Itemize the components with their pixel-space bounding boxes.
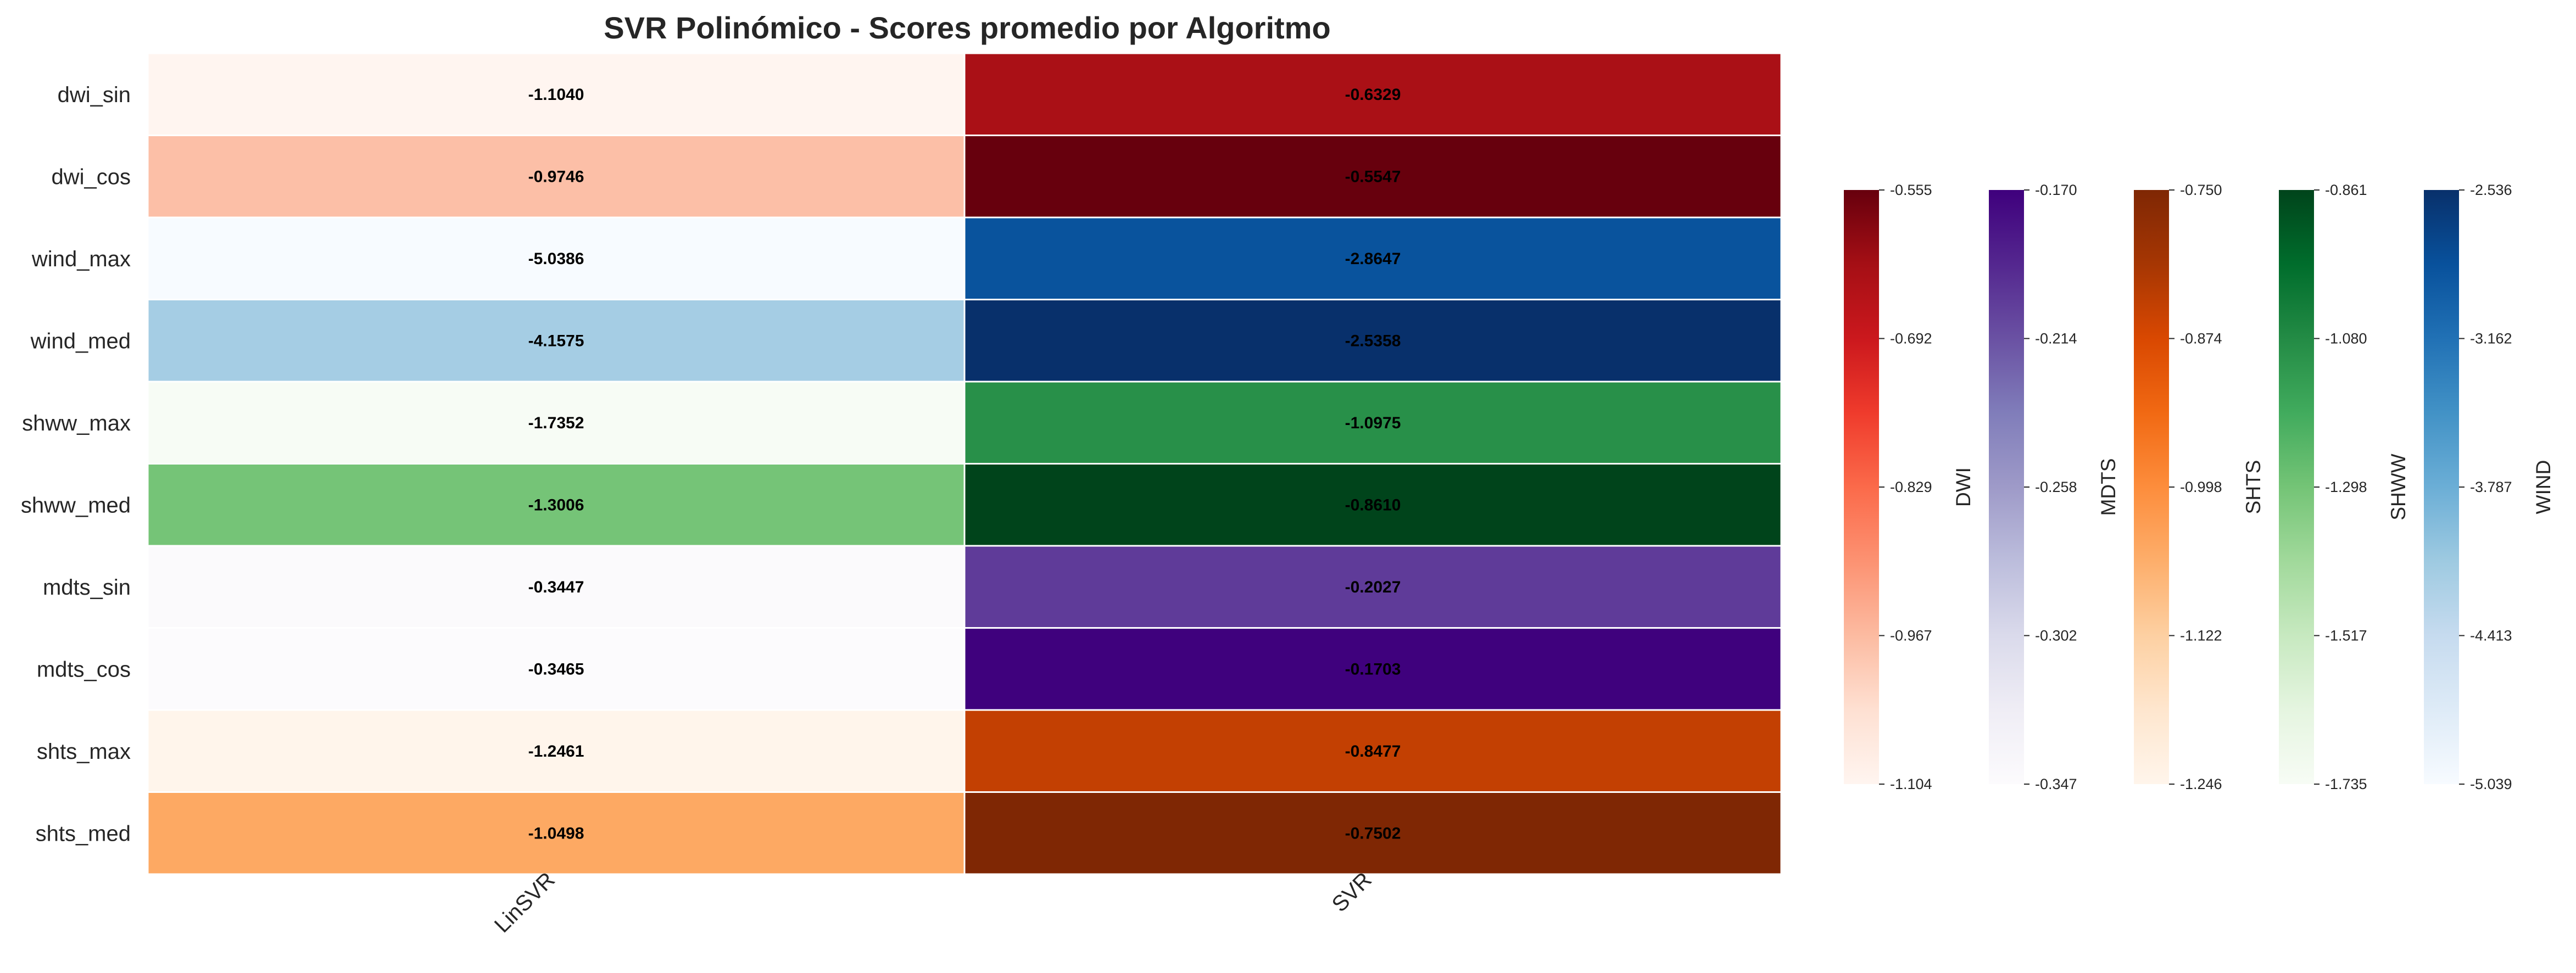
colorbar-tick-label: -2.536	[2470, 182, 2512, 198]
colorbar-tick-label: -1.122	[2180, 628, 2222, 644]
row-label-shts_max: shts_max	[37, 740, 131, 764]
colorbar-tick-label: -0.998	[2180, 479, 2222, 495]
colorbar-tick-label: -0.874	[2180, 331, 2222, 347]
colorbar-gradient	[1844, 190, 1879, 784]
colorbar-tick-label: -0.555	[1890, 182, 1932, 198]
row-label-wind_max: wind_max	[31, 247, 131, 271]
heatmap-cell-shww_max-svr	[963, 381, 1782, 465]
column-labels: LinSVR SVR	[490, 868, 1376, 937]
colorbar-shts: -0.750 -0.874 -0.998 -1.122 -1.246 SHTS	[2134, 182, 2265, 792]
colorbars: -0.555-0.692-0.829-0.967-1.104DWI-0.170-…	[1844, 182, 2555, 792]
cell-value-label: -1.3006	[528, 496, 584, 514]
row-label-mdts_sin: mdts_sin	[43, 575, 131, 600]
colorbar-tick-label: -0.347	[2035, 776, 2077, 792]
cell-value-label: -4.1575	[528, 332, 584, 350]
heatmap-cell-mdts_cos-svr	[963, 627, 1782, 711]
colorbar-tick-label: -0.170	[2035, 182, 2077, 198]
row-label-dwi_cos: dwi_cos	[51, 165, 131, 189]
colorbar-label-mdts: MDTS	[2097, 458, 2120, 516]
colorbar-dwi: -0.555 -0.692 -0.829 -0.967 -1.104 DWI	[1844, 182, 1975, 792]
heatmap-cell-dwi_sin-svr	[963, 52, 1782, 136]
colorbar-tick-label: -4.413	[2470, 628, 2512, 644]
heatmap-cell-shts_med-svr	[963, 791, 1782, 875]
heatmap-cell-mdts_sin-linsvr	[147, 545, 966, 629]
heatmap-cell-dwi_cos-svr	[963, 135, 1782, 219]
colorbar-tick-label: -0.861	[2325, 182, 2367, 198]
cell-value-label: -5.0386	[528, 250, 584, 268]
row-label-shts_med: shts_med	[36, 821, 131, 846]
column-label-linsvr: LinSVR	[490, 868, 560, 937]
colorbar-shww: -0.861 -1.080 -1.298 -1.517 -1.735 SHWW	[2279, 182, 2410, 792]
heatmap-cell-shww_med-svr	[963, 463, 1782, 547]
colorbar-label-wind: WIND	[2532, 460, 2555, 515]
heatmap-cell-wind_max-linsvr	[147, 216, 966, 300]
cell-value-label: -0.5547	[1345, 167, 1401, 186]
row-label-mdts_cos: mdts_cos	[37, 657, 131, 681]
heatmap-cells: -1.1040 -0.6329 -0.9746 -0.5547 -5.0386 -2.86…	[147, 52, 1782, 875]
cell-value-label: -0.1703	[1345, 660, 1401, 678]
heatmap-cell-mdts_sin-svr	[963, 545, 1782, 629]
heatmap-cell-dwi_sin-linsvr	[147, 52, 966, 136]
colorbar-tick-label: -1.104	[1890, 776, 1932, 792]
colorbar-gradient	[2424, 190, 2459, 784]
cell-value-label: -1.0498	[528, 824, 584, 842]
colorbar-tick-label: -3.162	[2470, 331, 2512, 347]
colorbar-mdts: -0.170 -0.214 -0.258 -0.302 -0.347 MDTS	[1989, 182, 2120, 792]
colorbar-tick-label: -5.039	[2470, 776, 2512, 792]
colorbar-wind: -2.536 -3.162 -3.787 -4.413 -5.039 WIND	[2424, 182, 2555, 792]
colorbar-tick-label: -0.692	[1890, 331, 1932, 347]
cell-value-label: -0.6329	[1345, 86, 1401, 104]
chart-title: SVR Polinómico - Scores promedio por Alg…	[604, 10, 1330, 45]
row-label-wind_med: wind_med	[30, 329, 131, 353]
cell-value-label: -0.3447	[528, 578, 584, 596]
cell-value-label: -0.3465	[528, 660, 584, 678]
colorbar-tick-label: -1.246	[2180, 776, 2222, 792]
colorbar-tick-label: -0.258	[2035, 479, 2077, 495]
colorbar-label-shww: SHWW	[2387, 454, 2410, 520]
colorbar-label-shts: SHTS	[2242, 460, 2265, 515]
cell-value-label: -0.8610	[1345, 496, 1401, 514]
colorbar-tick-label: -0.214	[2035, 331, 2077, 347]
colorbar-gradient	[2134, 190, 2169, 784]
cell-value-label: -0.8477	[1345, 742, 1401, 760]
heatmap-cell-shts_max-linsvr	[147, 709, 966, 793]
colorbar-tick-label: -1.080	[2325, 331, 2367, 347]
cell-value-label: -0.2027	[1345, 578, 1401, 596]
colorbar-tick-label: -0.750	[2180, 182, 2222, 198]
colorbar-tick-label: -1.735	[2325, 776, 2367, 792]
colorbar-gradient	[2279, 190, 2314, 784]
cell-value-label: -1.7352	[528, 414, 584, 432]
heatmap-cell-mdts_cos-linsvr	[147, 627, 966, 711]
cell-value-label: -1.0975	[1345, 414, 1401, 432]
column-label-svr: SVR	[1328, 868, 1376, 916]
colorbar-tick-label: -0.302	[2035, 628, 2077, 644]
row-label-shww_med: shww_med	[21, 493, 131, 517]
row-label-dwi_sin: dwi_sin	[58, 83, 131, 107]
row-labels: dwi_sin dwi_cos wind_max wind_med shww_maxsh…	[21, 83, 131, 846]
heatmap-cell-wind_max-svr	[963, 216, 1782, 300]
heatmap-cell-shts_max-svr	[963, 709, 1782, 793]
cell-value-label: -1.1040	[528, 86, 584, 104]
cell-value-label: -0.7502	[1345, 824, 1401, 842]
colorbar-tick-label: -0.967	[1890, 628, 1932, 644]
colorbar-tick-label: -0.829	[1890, 479, 1932, 495]
colorbar-gradient	[1989, 190, 2024, 784]
colorbar-tick-label: -1.517	[2325, 628, 2367, 644]
heatmap-cell-wind_med-svr	[963, 299, 1782, 383]
cell-value-label: -0.9746	[528, 167, 584, 186]
colorbar-label-dwi: DWI	[1952, 467, 1975, 507]
cell-value-label: -1.2461	[528, 742, 584, 760]
colorbar-tick-label: -3.787	[2470, 479, 2512, 495]
heatmap-cell-shts_med-linsvr	[147, 791, 966, 875]
colorbar-tick-label: -1.298	[2325, 479, 2367, 495]
heatmap-cell-dwi_cos-linsvr	[147, 135, 966, 219]
row-label-shww_max: shww_max	[22, 411, 131, 435]
cell-value-label: -2.5358	[1345, 332, 1401, 350]
cell-value-label: -2.8647	[1345, 250, 1401, 268]
